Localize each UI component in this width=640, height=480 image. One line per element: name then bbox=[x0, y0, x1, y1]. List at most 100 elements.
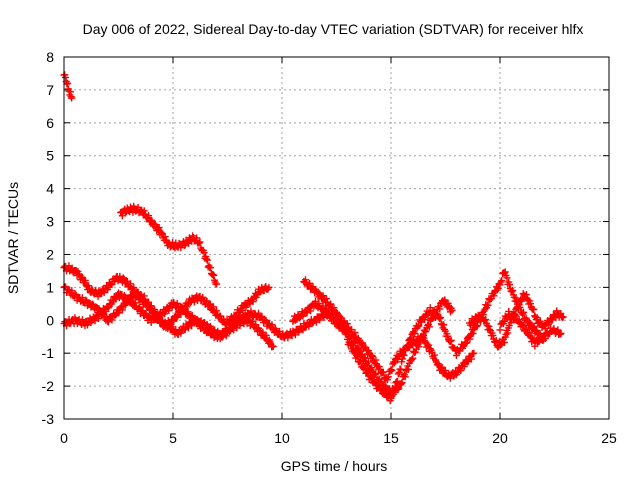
data-point bbox=[501, 268, 509, 276]
data-point bbox=[512, 312, 520, 320]
data-point bbox=[158, 229, 166, 237]
data-point bbox=[441, 366, 449, 374]
data-point bbox=[203, 256, 211, 264]
data-point bbox=[145, 212, 153, 220]
data-point bbox=[541, 334, 549, 342]
data-point bbox=[327, 300, 335, 308]
data-point bbox=[460, 362, 468, 370]
data-point bbox=[457, 367, 465, 375]
y-tick-label: 5 bbox=[46, 148, 54, 164]
data-point bbox=[249, 298, 257, 306]
data-point bbox=[505, 307, 513, 315]
data-point bbox=[512, 294, 520, 302]
data-point bbox=[205, 325, 213, 333]
data-point bbox=[444, 299, 452, 307]
data-point bbox=[68, 94, 76, 102]
data-point bbox=[408, 355, 416, 363]
x-tick-label: 5 bbox=[169, 430, 177, 446]
data-point bbox=[209, 303, 217, 311]
data-point bbox=[415, 322, 423, 330]
data-point bbox=[436, 315, 444, 323]
y-tick-label: -3 bbox=[42, 411, 55, 427]
data-point bbox=[148, 305, 156, 313]
data-point bbox=[372, 356, 380, 364]
data-point bbox=[316, 316, 324, 324]
data-point bbox=[326, 310, 334, 318]
data-point bbox=[531, 342, 539, 350]
data-point bbox=[88, 285, 96, 293]
data-point bbox=[411, 330, 419, 338]
data-point bbox=[557, 329, 565, 337]
data-point bbox=[401, 373, 409, 381]
data-point bbox=[409, 354, 417, 362]
data-point bbox=[525, 328, 533, 336]
data-point bbox=[326, 301, 334, 309]
y-tick-label: 7 bbox=[46, 82, 54, 98]
data-point bbox=[522, 291, 530, 299]
data-point bbox=[530, 305, 538, 313]
data-point bbox=[147, 216, 155, 224]
data-point bbox=[404, 342, 412, 350]
data-point bbox=[330, 304, 338, 312]
data-point bbox=[498, 277, 506, 285]
data-point bbox=[391, 382, 399, 390]
data-point bbox=[269, 343, 277, 351]
data-point bbox=[452, 352, 460, 360]
data-point bbox=[165, 307, 173, 315]
data-point bbox=[398, 379, 406, 387]
data-point bbox=[554, 326, 562, 334]
data-point bbox=[470, 349, 478, 357]
data-point bbox=[249, 318, 257, 326]
data-point bbox=[400, 351, 408, 359]
data-point bbox=[322, 306, 330, 314]
y-axis-title: SDTVAR / TECUs bbox=[5, 182, 21, 294]
data-point bbox=[467, 355, 475, 363]
data-point bbox=[389, 390, 397, 398]
data-point bbox=[255, 309, 263, 317]
data-point bbox=[500, 338, 508, 346]
data-point bbox=[522, 324, 530, 332]
data-points bbox=[60, 71, 567, 405]
satellite-track-5 bbox=[60, 289, 351, 342]
data-point bbox=[514, 305, 522, 313]
data-point bbox=[357, 357, 365, 365]
data-point bbox=[527, 300, 535, 308]
data-point bbox=[213, 280, 221, 288]
data-point bbox=[421, 316, 429, 324]
data-point bbox=[262, 331, 270, 339]
data-point bbox=[397, 366, 405, 374]
data-point bbox=[390, 386, 398, 394]
data-point bbox=[193, 234, 201, 242]
data-point bbox=[444, 332, 452, 340]
data-point bbox=[390, 359, 398, 367]
data-point bbox=[200, 249, 208, 257]
data-point bbox=[484, 301, 492, 309]
data-point bbox=[515, 316, 523, 324]
x-tick-label: 10 bbox=[274, 430, 290, 446]
satellite-track-10 bbox=[496, 307, 565, 350]
x-tick-label: 0 bbox=[60, 430, 68, 446]
data-point bbox=[145, 300, 153, 308]
data-point bbox=[497, 278, 505, 286]
data-point bbox=[472, 323, 480, 331]
y-tick-label: 1 bbox=[46, 279, 54, 295]
data-point bbox=[301, 323, 309, 331]
data-point bbox=[530, 322, 538, 330]
data-point bbox=[364, 358, 372, 366]
data-point bbox=[469, 329, 477, 337]
data-point bbox=[482, 316, 490, 324]
data-point bbox=[307, 307, 315, 315]
data-point bbox=[199, 293, 207, 301]
data-point bbox=[422, 327, 430, 335]
data-point bbox=[64, 79, 72, 87]
data-point bbox=[360, 362, 368, 370]
data-point bbox=[559, 313, 567, 321]
data-point bbox=[181, 304, 189, 312]
data-point bbox=[151, 221, 159, 229]
chart-title: Day 006 of 2022, Sidereal Day-to-day VTE… bbox=[83, 21, 584, 37]
data-point bbox=[194, 317, 202, 325]
data-point bbox=[134, 290, 142, 298]
y-tick-label: 6 bbox=[46, 115, 54, 131]
data-point bbox=[94, 315, 102, 323]
